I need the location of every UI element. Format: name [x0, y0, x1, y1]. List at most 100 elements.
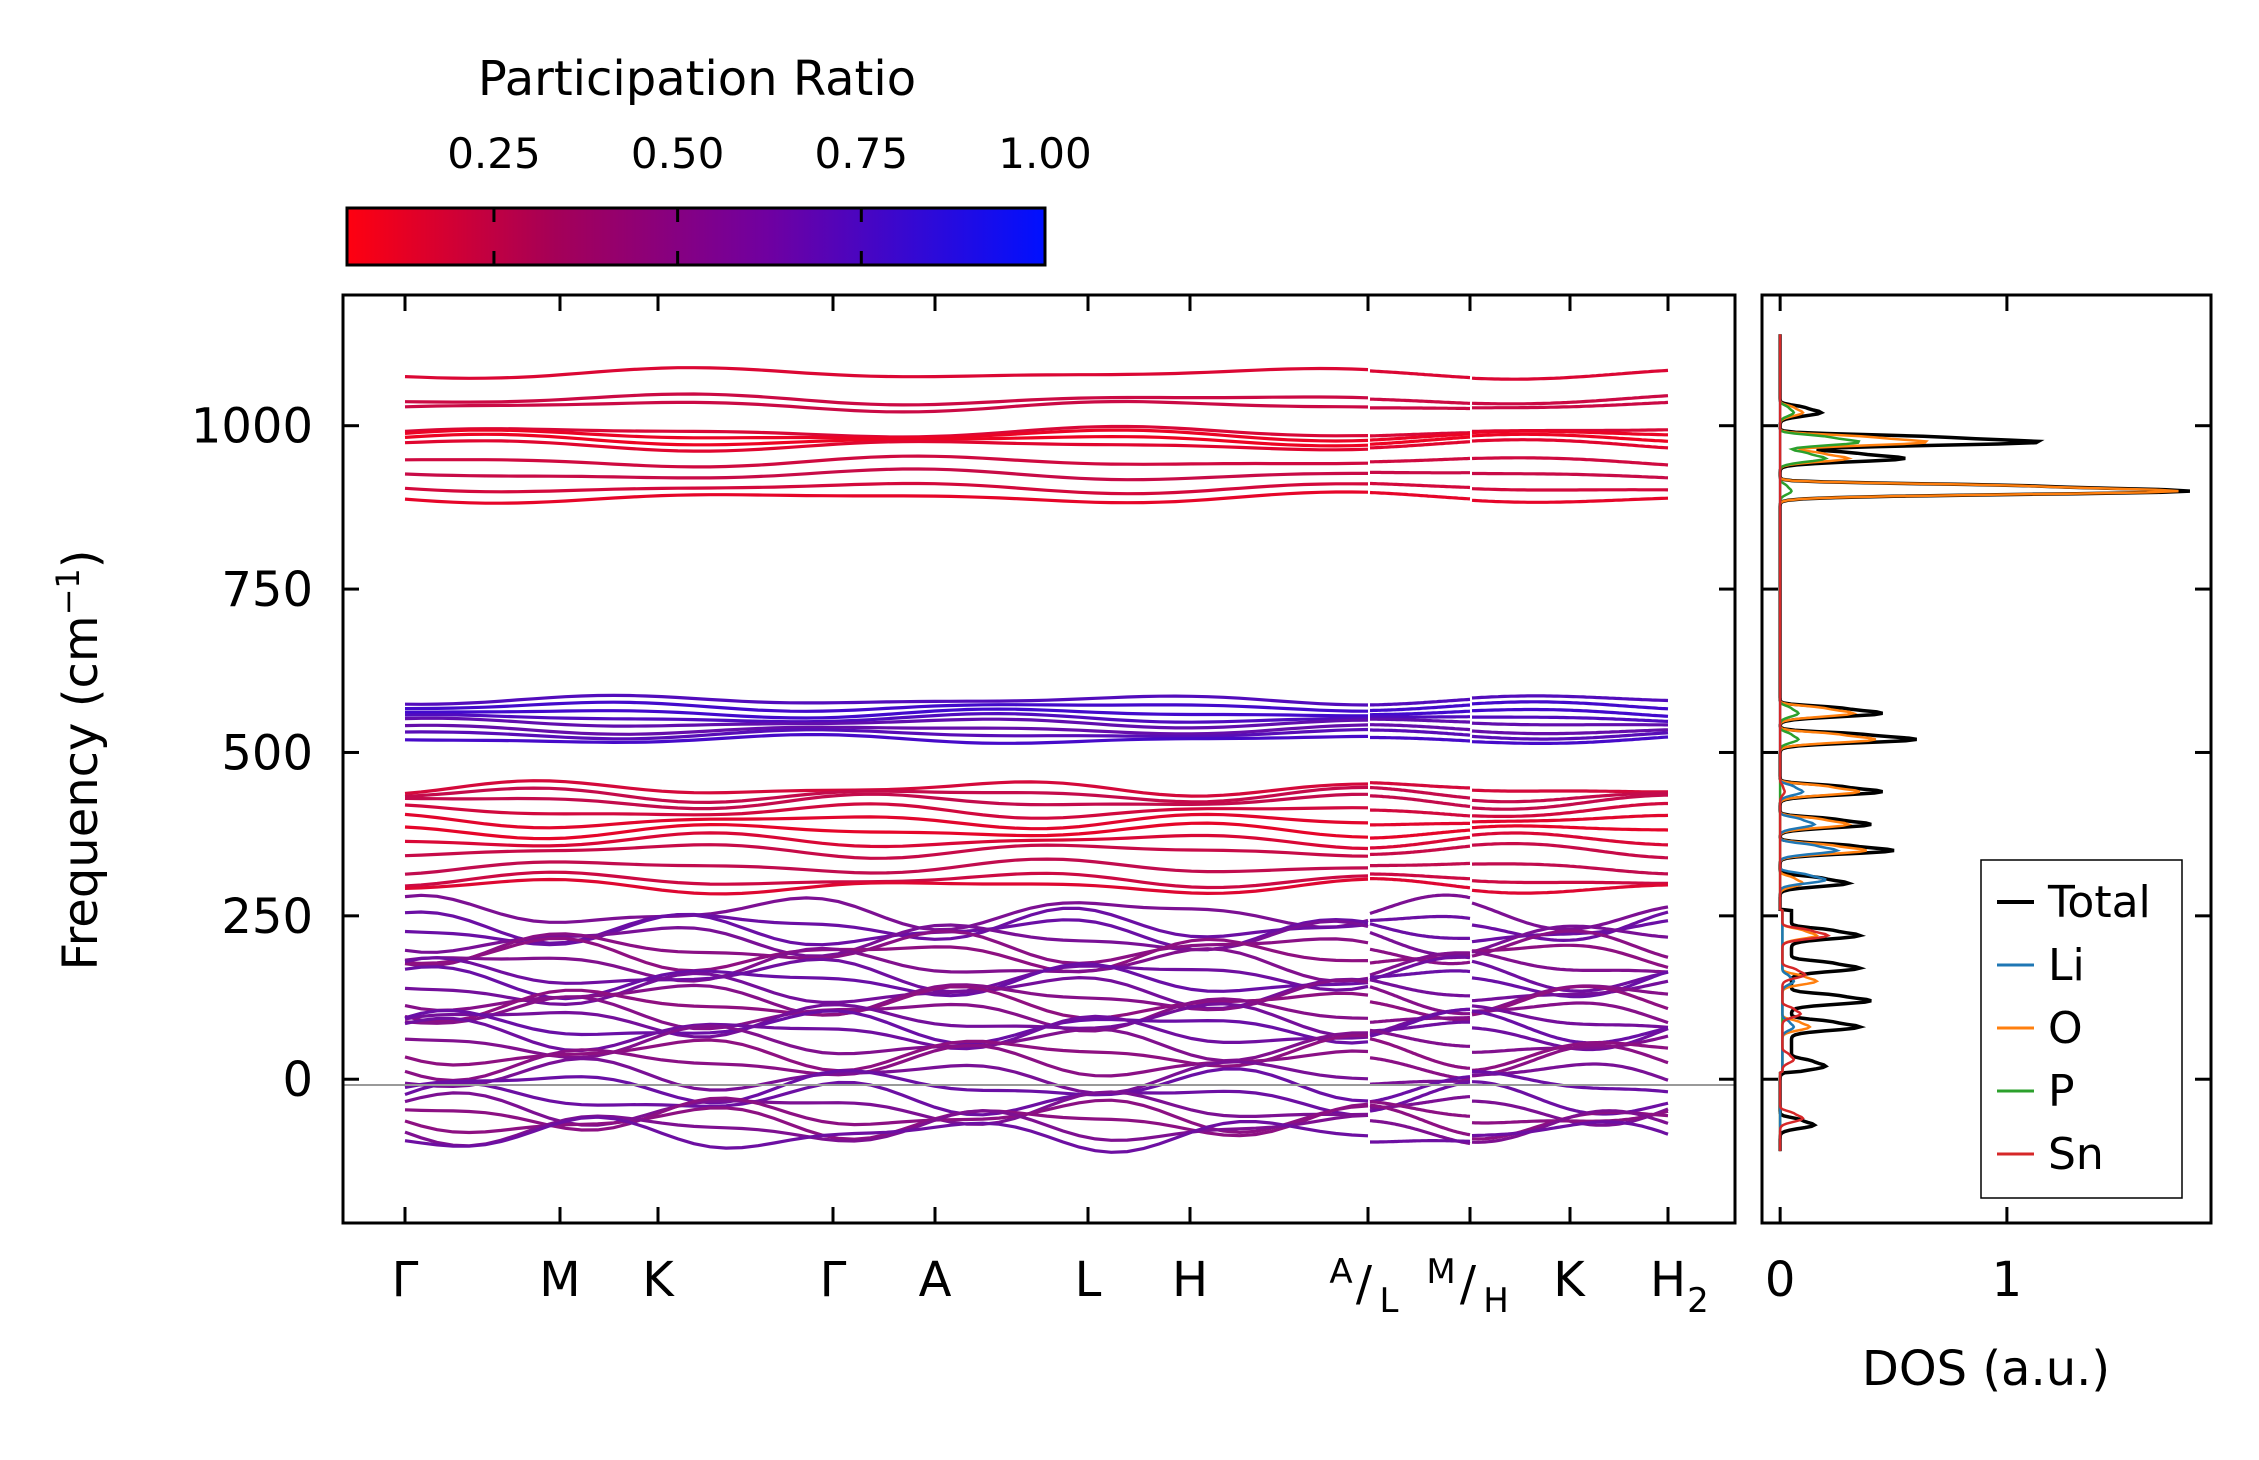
band-line [1370, 408, 1470, 409]
band-line [1370, 484, 1470, 488]
x-label-a-l: A / L [1329, 1252, 1398, 1321]
band-line [405, 1092, 1368, 1125]
band-line [405, 456, 1368, 467]
band-line [405, 833, 1368, 849]
band-line [405, 484, 1368, 494]
band-line [1472, 826, 1668, 830]
x-label-h2-sub: 2 [1687, 1281, 1709, 1321]
colorbar-tick-label: 0.50 [631, 129, 725, 178]
legend-label: Li [2048, 940, 2085, 991]
x-tick-label: K [642, 1252, 675, 1308]
band-line [1370, 1022, 1470, 1031]
band-line [1370, 699, 1470, 705]
band-line [1472, 864, 1668, 874]
y-tick-label: 500 [221, 725, 313, 781]
band-line [1472, 489, 1668, 490]
band-line [405, 814, 1368, 828]
band-line [405, 368, 1368, 379]
x-tick-label: Γ [820, 1252, 847, 1308]
x-label-m-top: M [1426, 1252, 1455, 1292]
band-line [1370, 879, 1470, 888]
band-line [405, 1083, 1368, 1116]
colorbar-tick-label: 0.75 [815, 129, 909, 178]
band-line [1370, 917, 1470, 921]
colorbar-tick-label: 0.25 [447, 129, 541, 178]
x-label-a-top: A [1329, 1252, 1352, 1292]
band-line [1370, 730, 1470, 735]
x-label-m-h: M / H [1426, 1252, 1508, 1321]
band-line [1370, 493, 1470, 499]
band-line [1472, 458, 1668, 465]
band-line [405, 895, 1368, 929]
band-line [1370, 810, 1470, 816]
legend-label: Total [2047, 877, 2151, 928]
x-tick-label: L [1075, 1252, 1102, 1308]
colorbar-title: Participation Ratio [478, 51, 916, 107]
x-label-k2: K [1553, 1252, 1586, 1308]
band-line [1472, 723, 1668, 725]
band-line [1370, 823, 1470, 825]
x-tick-label: Γ [392, 1252, 419, 1308]
band-line [1472, 702, 1668, 709]
dos-x-axis-label: DOS (a.u.) [1862, 1341, 2110, 1397]
band-line [1370, 924, 1470, 939]
band-line [1370, 719, 1470, 722]
band-line [405, 492, 1368, 503]
x-label-h-bottom: H [1483, 1281, 1509, 1321]
band-line [1472, 370, 1668, 379]
legend-label: P [2048, 1066, 2075, 1117]
band-line [1472, 790, 1668, 792]
x-tick-label: M [539, 1252, 580, 1308]
band-line [1370, 458, 1470, 461]
legend-label: Sn [2048, 1129, 2104, 1180]
colorbar-tick-labels: 0.25 0.50 0.75 1.00 [447, 129, 1092, 178]
band-line [1370, 371, 1470, 378]
band-lines [405, 368, 1668, 1153]
dos-x-tick-label: 0 [1765, 1252, 1796, 1308]
y-tick-label: 750 [221, 562, 313, 618]
x-label-h2-main: H [1650, 1252, 1686, 1308]
band-line [1472, 717, 1668, 721]
legend-label: O [2048, 1003, 2083, 1054]
x-tick-label: H [1172, 1252, 1208, 1308]
band-line [1370, 1141, 1470, 1142]
band-line [1370, 738, 1470, 742]
band-line [1472, 844, 1668, 858]
band-line [1370, 895, 1470, 913]
band-line [1472, 710, 1668, 717]
band-line [1370, 1039, 1470, 1069]
band-line [1472, 498, 1668, 502]
dos-x-tick-label: 1 [1992, 1252, 2023, 1308]
svg-text:/: / [1460, 1256, 1477, 1312]
y-tick-label: 1000 [191, 399, 313, 455]
band-y-axis-label: Frequency (cm−1) [49, 549, 109, 970]
y-tick-label: 250 [221, 889, 313, 945]
band-line [1472, 1072, 1668, 1092]
x-label-l-bottom: L [1380, 1281, 1399, 1321]
y-tick-label: 0 [282, 1052, 313, 1108]
colorbar [347, 208, 1045, 265]
band-line [405, 469, 1368, 480]
band-line [1370, 1058, 1470, 1079]
svg-text:/: / [1356, 1256, 1373, 1312]
band-line [1472, 730, 1668, 734]
band-line [1370, 863, 1470, 865]
band-line [1472, 696, 1668, 701]
svg-text:Frequency (cm−1): Frequency (cm−1) [49, 549, 109, 970]
band-line [405, 1011, 1368, 1044]
colorbar-tick-label: 1.00 [998, 129, 1092, 178]
band-line [1370, 399, 1470, 403]
band-y-tick-labels: 1000 750 500 250 0 [191, 399, 313, 1109]
band-line [1370, 830, 1470, 838]
dos-legend: Total Li OP Sn [1981, 860, 2182, 1198]
x-label-h2: H 2 [1650, 1252, 1709, 1321]
band-line [1472, 474, 1668, 478]
band-line [1472, 881, 1668, 884]
x-tick-label: A [919, 1252, 952, 1308]
